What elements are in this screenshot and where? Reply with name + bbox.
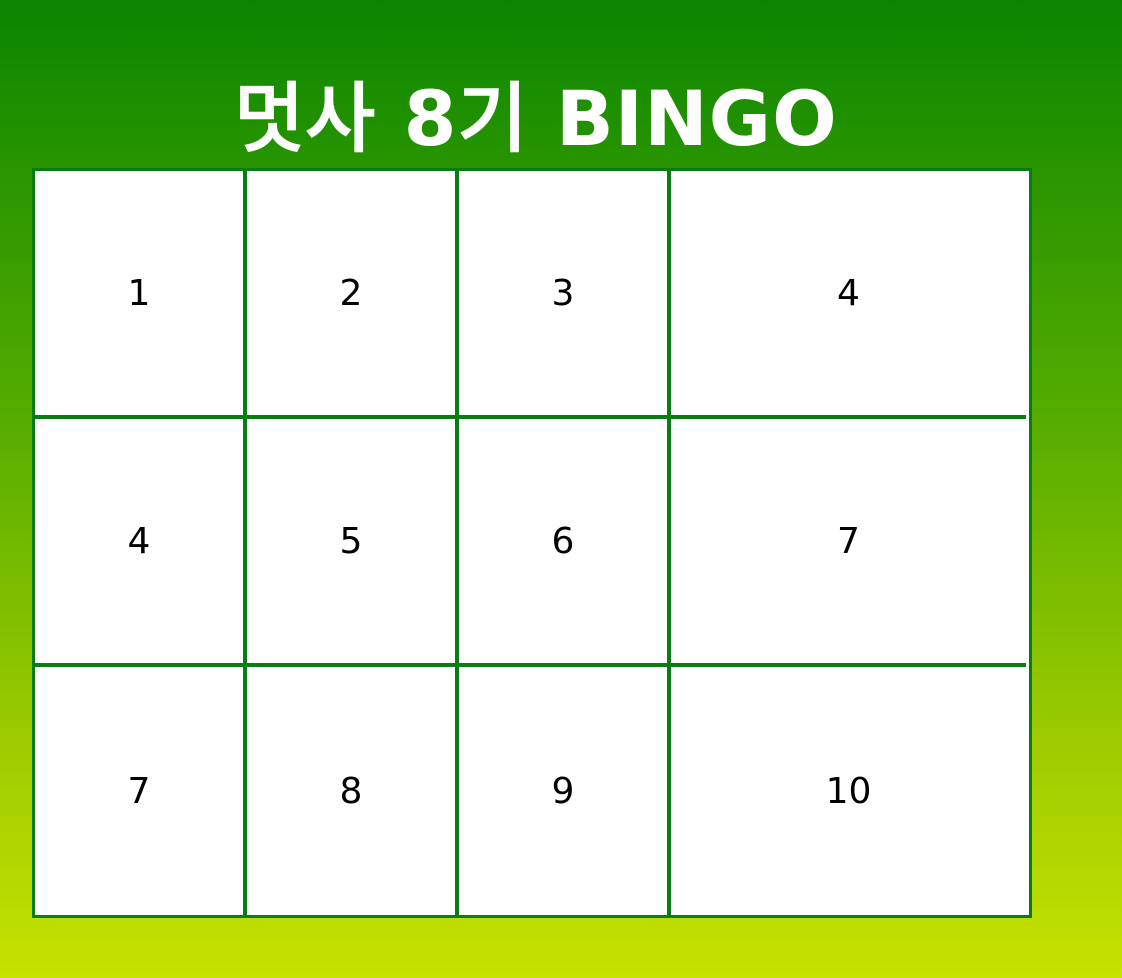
bingo-cell[interactable]: 1 xyxy=(35,171,247,419)
bingo-cell[interactable]: 7 xyxy=(35,667,247,915)
bingo-cell[interactable]: 4 xyxy=(671,171,1026,419)
bingo-cell[interactable]: 4 xyxy=(35,419,247,667)
bingo-cell[interactable]: 3 xyxy=(459,171,671,419)
bingo-cell[interactable]: 10 xyxy=(671,667,1026,915)
bingo-board: 1 2 3 4 4 5 6 7 7 8 9 10 xyxy=(32,168,1032,918)
page-title: 멋사 8기 BINGO xyxy=(234,73,838,163)
bingo-cell[interactable]: 2 xyxy=(247,171,459,419)
bingo-cell[interactable]: 9 xyxy=(459,667,671,915)
bingo-cell[interactable]: 5 xyxy=(247,419,459,667)
bingo-cell[interactable]: 7 xyxy=(671,419,1026,667)
bingo-cell[interactable]: 8 xyxy=(247,667,459,915)
bingo-cell[interactable]: 6 xyxy=(459,419,671,667)
